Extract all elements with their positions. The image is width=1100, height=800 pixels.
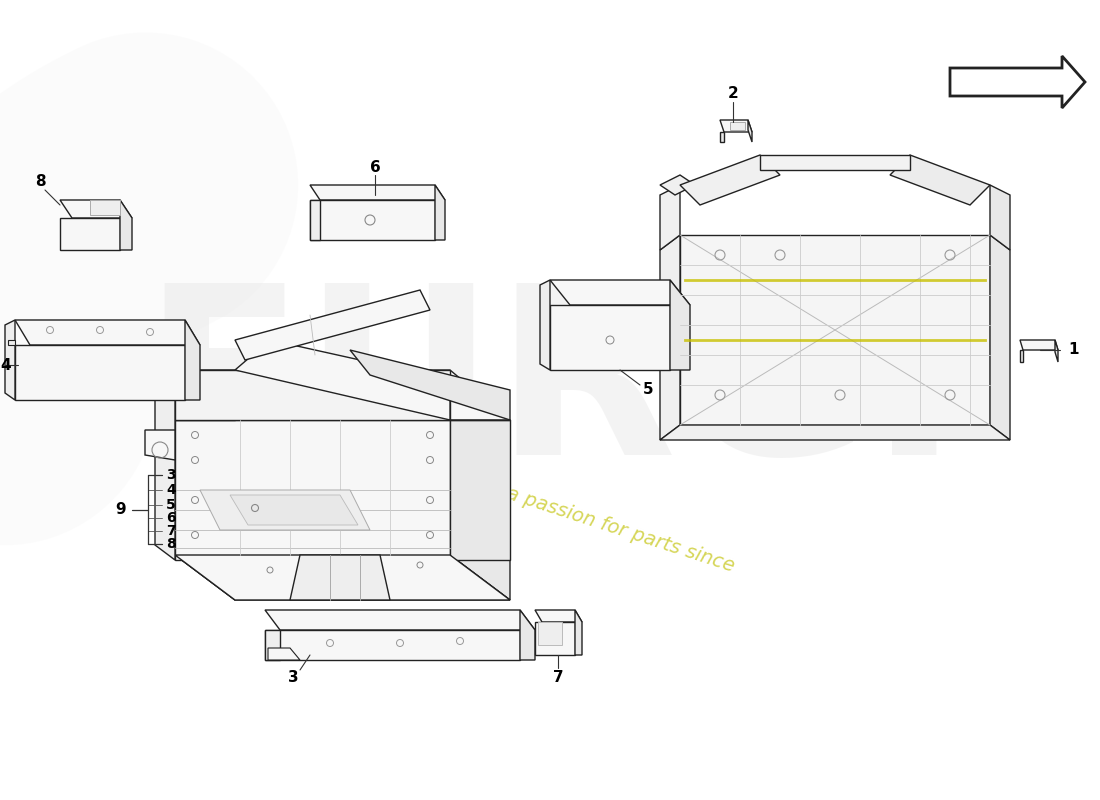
Polygon shape <box>310 200 435 240</box>
Polygon shape <box>434 185 446 240</box>
Polygon shape <box>538 622 562 645</box>
Polygon shape <box>265 610 535 630</box>
Polygon shape <box>185 320 200 400</box>
Text: 4: 4 <box>166 483 176 497</box>
Text: 5: 5 <box>642 382 653 398</box>
Polygon shape <box>575 610 582 655</box>
Polygon shape <box>265 630 280 660</box>
Polygon shape <box>540 280 550 370</box>
Polygon shape <box>155 370 175 560</box>
Text: 6: 6 <box>166 511 176 525</box>
Polygon shape <box>90 200 120 215</box>
Polygon shape <box>660 425 1010 440</box>
Polygon shape <box>760 155 910 170</box>
Polygon shape <box>175 420 450 560</box>
Polygon shape <box>175 555 510 600</box>
Polygon shape <box>268 648 300 660</box>
Text: 4: 4 <box>0 358 11 373</box>
Polygon shape <box>450 420 510 600</box>
Polygon shape <box>520 610 535 660</box>
Polygon shape <box>175 420 235 600</box>
Polygon shape <box>680 155 780 205</box>
Polygon shape <box>660 185 680 250</box>
Polygon shape <box>680 235 990 425</box>
Text: 2: 2 <box>727 86 738 102</box>
Polygon shape <box>890 155 990 205</box>
Polygon shape <box>350 350 510 420</box>
Polygon shape <box>175 555 510 600</box>
Polygon shape <box>15 320 200 345</box>
Text: 7: 7 <box>552 670 563 685</box>
Polygon shape <box>310 200 320 240</box>
Polygon shape <box>6 320 15 400</box>
Polygon shape <box>235 290 430 360</box>
Text: 9: 9 <box>116 502 127 517</box>
Polygon shape <box>720 120 752 132</box>
Polygon shape <box>535 622 575 655</box>
Polygon shape <box>990 185 1010 250</box>
Text: EURGI: EURGI <box>142 276 958 504</box>
Text: 8: 8 <box>35 174 45 190</box>
Polygon shape <box>8 340 15 345</box>
Text: 8: 8 <box>166 537 176 551</box>
Polygon shape <box>990 235 1010 440</box>
Polygon shape <box>175 370 235 420</box>
Polygon shape <box>730 122 745 130</box>
Text: 1: 1 <box>1068 342 1078 358</box>
Polygon shape <box>200 490 370 530</box>
Text: a passion for parts since: a passion for parts since <box>504 484 737 576</box>
Text: 3: 3 <box>288 670 298 686</box>
Polygon shape <box>15 345 185 400</box>
Polygon shape <box>145 430 175 460</box>
Text: 7: 7 <box>166 524 176 538</box>
Text: 6: 6 <box>370 159 381 174</box>
Polygon shape <box>310 185 446 200</box>
Text: 5: 5 <box>166 498 176 512</box>
Polygon shape <box>235 340 450 420</box>
Polygon shape <box>660 175 695 195</box>
Polygon shape <box>720 132 724 142</box>
Polygon shape <box>550 305 670 370</box>
Polygon shape <box>290 555 390 600</box>
Polygon shape <box>535 610 582 622</box>
Polygon shape <box>660 235 680 440</box>
Polygon shape <box>60 218 120 250</box>
Polygon shape <box>230 495 358 525</box>
Polygon shape <box>1055 340 1058 362</box>
Polygon shape <box>670 280 690 370</box>
Polygon shape <box>450 420 510 560</box>
Polygon shape <box>550 280 690 305</box>
Polygon shape <box>748 120 752 142</box>
Polygon shape <box>265 630 520 660</box>
Polygon shape <box>175 370 510 420</box>
Polygon shape <box>1020 350 1023 362</box>
Polygon shape <box>1020 340 1058 350</box>
Polygon shape <box>120 200 132 250</box>
Text: 3: 3 <box>166 468 176 482</box>
Polygon shape <box>60 200 132 218</box>
Polygon shape <box>175 370 450 420</box>
